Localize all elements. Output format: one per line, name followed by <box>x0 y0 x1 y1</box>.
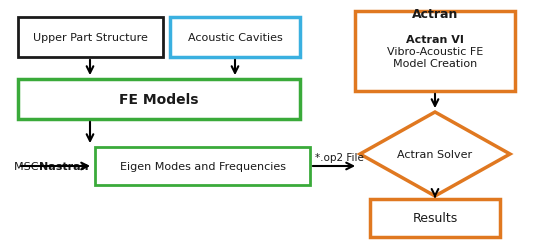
Text: Actran Solver: Actran Solver <box>398 150 473 159</box>
Text: Actran: Actran <box>412 8 458 21</box>
Text: Results: Results <box>413 212 458 224</box>
Text: Vibro-Acoustic FE: Vibro-Acoustic FE <box>387 47 483 57</box>
Text: Upper Part Structure: Upper Part Structure <box>33 33 148 43</box>
Text: Eigen Modes and Frequencies: Eigen Modes and Frequencies <box>119 161 286 171</box>
Text: Acoustic Cavities: Acoustic Cavities <box>188 33 282 43</box>
Text: *.op2 File: *.op2 File <box>315 152 364 162</box>
FancyBboxPatch shape <box>370 199 500 237</box>
FancyBboxPatch shape <box>95 148 310 185</box>
FancyBboxPatch shape <box>18 80 300 120</box>
FancyBboxPatch shape <box>355 12 515 92</box>
FancyBboxPatch shape <box>170 18 300 58</box>
Text: Nastran: Nastran <box>39 161 88 171</box>
Polygon shape <box>360 112 510 196</box>
Text: Model Creation: Model Creation <box>393 59 477 69</box>
Text: FE Models: FE Models <box>119 93 199 106</box>
Text: Actran VI: Actran VI <box>406 35 464 45</box>
FancyBboxPatch shape <box>18 18 163 58</box>
Text: MSC: MSC <box>14 161 42 171</box>
